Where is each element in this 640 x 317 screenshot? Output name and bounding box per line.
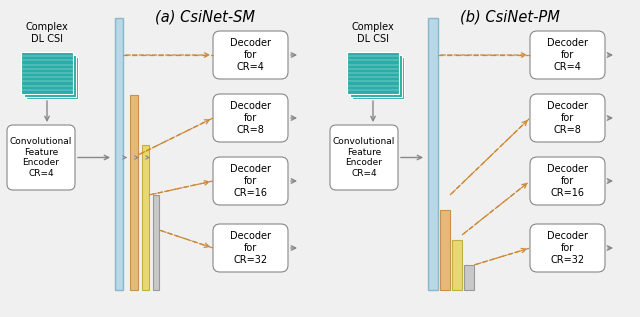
Text: Decoder
for
CR=8: Decoder for CR=8 bbox=[547, 101, 588, 135]
FancyBboxPatch shape bbox=[530, 31, 605, 79]
Bar bbox=[26, 57, 78, 99]
Text: Complex
DL CSI: Complex DL CSI bbox=[351, 22, 394, 44]
Bar bbox=[153, 195, 159, 290]
Bar bbox=[452, 240, 462, 290]
FancyBboxPatch shape bbox=[530, 94, 605, 142]
Text: Complex
DL CSI: Complex DL CSI bbox=[26, 22, 68, 44]
FancyBboxPatch shape bbox=[330, 125, 398, 190]
FancyBboxPatch shape bbox=[7, 125, 75, 190]
Text: Decoder
for
CR=4: Decoder for CR=4 bbox=[547, 38, 588, 72]
FancyBboxPatch shape bbox=[213, 157, 288, 205]
Text: Decoder
for
CR=4: Decoder for CR=4 bbox=[230, 38, 271, 72]
Bar bbox=[352, 57, 404, 99]
Text: (a) CsiNet-SM: (a) CsiNet-SM bbox=[155, 10, 255, 25]
Bar bbox=[440, 210, 450, 290]
Text: (b) CsiNet-PM: (b) CsiNet-PM bbox=[460, 10, 560, 25]
Bar bbox=[130, 95, 138, 290]
FancyBboxPatch shape bbox=[213, 224, 288, 272]
Text: Decoder
for
CR=32: Decoder for CR=32 bbox=[547, 231, 588, 265]
FancyBboxPatch shape bbox=[213, 31, 288, 79]
Bar bbox=[115, 18, 123, 290]
Text: Convolutional
Feature
Encoder
CR=4: Convolutional Feature Encoder CR=4 bbox=[10, 137, 72, 178]
Bar bbox=[21, 52, 73, 94]
Bar bbox=[24, 55, 76, 96]
Text: Convolutional
Feature
Encoder
CR=4: Convolutional Feature Encoder CR=4 bbox=[333, 137, 395, 178]
Bar bbox=[347, 52, 399, 94]
Bar bbox=[428, 18, 438, 290]
Bar bbox=[464, 265, 474, 290]
Text: Decoder
for
CR=32: Decoder for CR=32 bbox=[230, 231, 271, 265]
FancyBboxPatch shape bbox=[530, 224, 605, 272]
Bar bbox=[142, 145, 149, 290]
FancyBboxPatch shape bbox=[213, 94, 288, 142]
Text: Decoder
for
CR=8: Decoder for CR=8 bbox=[230, 101, 271, 135]
Text: Decoder
for
CR=16: Decoder for CR=16 bbox=[230, 165, 271, 197]
FancyBboxPatch shape bbox=[530, 157, 605, 205]
Bar bbox=[349, 55, 401, 96]
Text: Decoder
for
CR=16: Decoder for CR=16 bbox=[547, 165, 588, 197]
